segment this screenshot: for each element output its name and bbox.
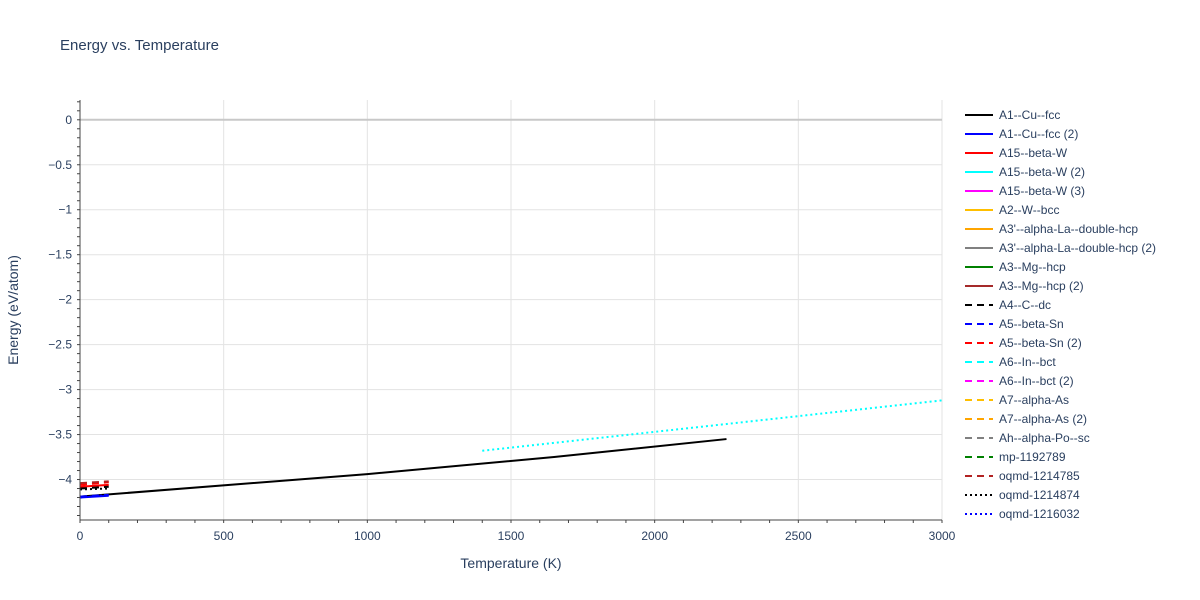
- x-tick-label: 2500: [785, 529, 812, 543]
- legend-label: A1--Cu--fcc: [999, 108, 1060, 122]
- y-tick-label: −3.5: [48, 428, 72, 442]
- x-tick-label: 1500: [498, 529, 525, 543]
- legend-label: A6--In--bct (2): [999, 374, 1074, 388]
- x-tick-label: 500: [214, 529, 234, 543]
- legend-label: A6--In--bct: [999, 355, 1056, 369]
- legend-label: A7--alpha-As: [999, 393, 1069, 407]
- legend-label: A5--beta-Sn: [999, 317, 1064, 331]
- series-line-22: [482, 399, 943, 452]
- legend-label: oqmd-1214874: [999, 488, 1080, 502]
- legend-label: mp-1192789: [999, 450, 1066, 464]
- chart-title: Energy vs. Temperature: [60, 37, 219, 54]
- y-tick-label: −2: [58, 293, 72, 307]
- y-tick-label: 0: [65, 113, 72, 127]
- legend-label: A3'--alpha-La--double-hcp: [999, 222, 1138, 236]
- legend-label: A15--beta-W (2): [999, 165, 1085, 179]
- series-line-2: [79, 483, 109, 488]
- series-line-10: [79, 485, 109, 490]
- legend-label: A15--beta-W (3): [999, 184, 1085, 198]
- y-tick-label: −3: [58, 383, 72, 397]
- y-tick-label: −2.5: [48, 338, 72, 352]
- tick-labels: 0 500 1000 1500 2000 2500 3000 0 −0.5 −1 −1.5 −2 −2.…: [48, 113, 955, 543]
- legend-label: A3'--alpha-La--double-hcp (2): [999, 241, 1156, 255]
- legend-label: A1--Cu--fcc (2): [999, 127, 1078, 141]
- x-tick-label: 2000: [641, 529, 668, 543]
- x-tick-label: 0: [77, 529, 84, 543]
- y-tick-label: −1.5: [48, 248, 72, 262]
- y-tick-label: −1: [58, 203, 72, 217]
- legend-label: A2--W--bcc: [999, 203, 1059, 217]
- series-line-12: [79, 481, 109, 486]
- plot-area: [79, 399, 943, 499]
- series-line-19: [79, 480, 109, 485]
- x-tick-label: 1000: [354, 529, 381, 543]
- legend-label: oqmd-1216032: [999, 507, 1080, 521]
- y-tick-label: −0.5: [48, 158, 72, 172]
- legend: A1--Cu--fcc A1--Cu--fcc (2) A15--beta-W A15…: [965, 108, 1156, 521]
- series-line-0: [79, 438, 727, 498]
- legend-label: A7--alpha-As (2): [999, 412, 1087, 426]
- series-line-11: [79, 493, 109, 498]
- y-axis-title: Energy (eV/atom): [5, 255, 21, 365]
- y-tick-label: −4: [58, 473, 72, 487]
- legend-label: A4--C--dc: [999, 298, 1051, 312]
- x-tick-label: 3000: [929, 529, 956, 543]
- legend-label: A3--Mg--hcp (2): [999, 279, 1084, 293]
- x-axis-title: Temperature (K): [460, 555, 561, 571]
- legend-label: Ah--alpha-Po--sc: [999, 431, 1090, 445]
- grid: [80, 100, 943, 520]
- legend-label: A15--beta-W: [999, 146, 1068, 160]
- legend-label: A5--beta-Sn (2): [999, 336, 1082, 350]
- legend-label: A3--Mg--hcp: [999, 260, 1066, 274]
- legend-label: oqmd-1214785: [999, 469, 1080, 483]
- axes: [77, 100, 943, 523]
